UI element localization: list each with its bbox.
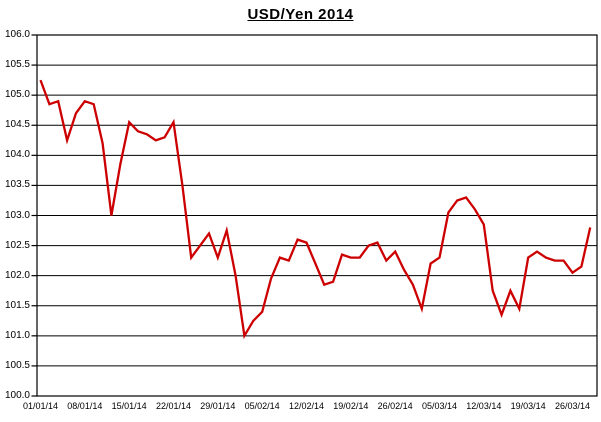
y-tick-label: 100.0 (4, 390, 30, 401)
x-tick-label: 12/03/14 (466, 401, 502, 411)
y-tick-label: 101.0 (4, 329, 30, 341)
price-line (39, 79, 592, 340)
y-axis-ticks (31, 34, 37, 397)
x-tick-label: 01/01/14 (22, 401, 59, 411)
x-tick-label: 19/03/14 (510, 401, 546, 411)
x-tick-label: 19/02/14 (333, 401, 369, 411)
y-tick-label: 105.5 (4, 59, 30, 71)
x-tick-label: 12/02/14 (288, 401, 324, 411)
y-tick-label: 104.5 (4, 119, 30, 131)
y-tick-label: 103.0 (4, 209, 30, 221)
x-tick-label: 26/03/14 (554, 401, 590, 411)
gridlines (37, 64, 597, 367)
y-tick-label: 100.5 (4, 359, 30, 371)
y-tick-label: 102.0 (4, 269, 30, 281)
x-tick-label: 15/01/14 (111, 401, 147, 411)
y-tick-label: 104.0 (4, 149, 30, 161)
y-tick-label: 102.5 (4, 239, 30, 251)
x-tick-label: 29/01/14 (200, 401, 236, 411)
y-tick-label: 101.5 (4, 299, 30, 311)
plot-border (36, 34, 598, 397)
y-tick-label: 106.0 (4, 29, 30, 40)
x-tick-label: 26/02/14 (377, 401, 413, 411)
y-tick-label: 105.0 (4, 89, 30, 101)
x-tick-label: 05/03/14 (421, 401, 457, 411)
x-tick-label: 05/02/14 (244, 401, 280, 411)
chart-title: USD/Yen 2014 (247, 6, 354, 23)
x-tick-label: 08/01/14 (67, 401, 103, 411)
y-tick-label: 103.5 (4, 179, 30, 191)
x-tick-label: 22/01/14 (155, 401, 191, 411)
